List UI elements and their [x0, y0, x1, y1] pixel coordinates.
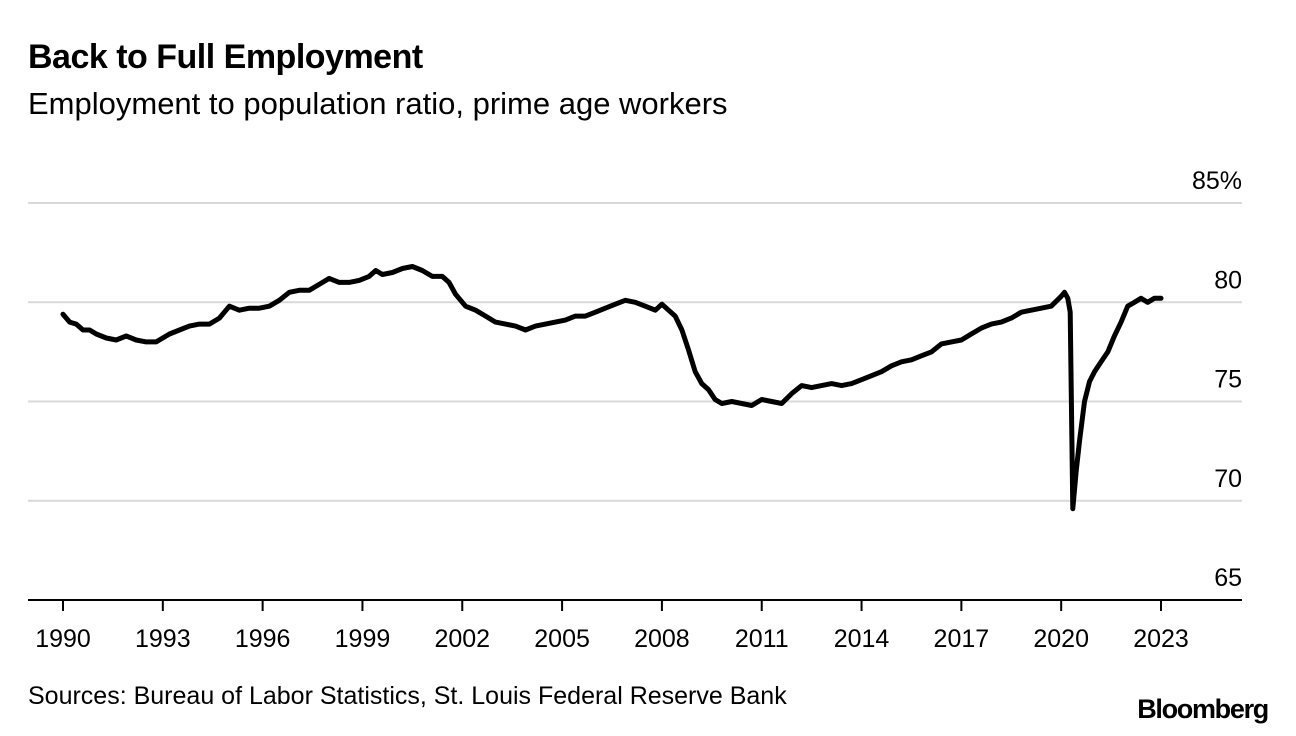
x-tick-label: 2011: [735, 625, 789, 653]
x-tick-label: 2020: [1033, 625, 1089, 653]
x-tick-label: 1996: [235, 625, 291, 653]
series-line-0: [60, 264, 1164, 512]
chart-title: Back to Full Employment: [28, 38, 423, 76]
y-tick-label: 65: [1214, 564, 1242, 592]
series-lines: [60, 264, 1164, 512]
y-tick-label: 70: [1214, 465, 1242, 493]
x-tick-label: 2005: [534, 625, 590, 653]
y-tick-label: 80: [1214, 266, 1242, 294]
bloomberg-logo: Bloomberg: [1137, 694, 1269, 724]
x-axis: 1990 1993 1996 1999 2002 2005 2008 2011 2014 2017…: [28, 599, 1242, 653]
y-tick-label: 75: [1214, 366, 1242, 394]
x-tick-label: 1993: [135, 625, 191, 653]
x-tick-label: 2008: [634, 625, 690, 653]
y-axis-tick-labels: 65 70 75 80 85%: [1192, 167, 1242, 592]
source-note: Sources: Bureau of Labor Statistics, St.…: [28, 682, 787, 710]
x-tick-label: 2023: [1133, 625, 1189, 653]
gridlines: [28, 202, 1242, 502]
line-chart: 65 70 75 80 85% 1990 1993 1996 1999 2002 2005 2008…: [28, 167, 1242, 653]
x-tick-label: 1999: [335, 625, 391, 653]
chart-subtitle: Employment to population ratio, prime ag…: [28, 86, 728, 121]
y-tick-label: 85%: [1192, 167, 1242, 195]
x-tick-label: 2017: [934, 625, 990, 653]
x-tick-label: 2002: [434, 625, 490, 653]
x-tick-label: 2014: [834, 625, 890, 653]
x-tick-label: 1990: [35, 625, 91, 653]
